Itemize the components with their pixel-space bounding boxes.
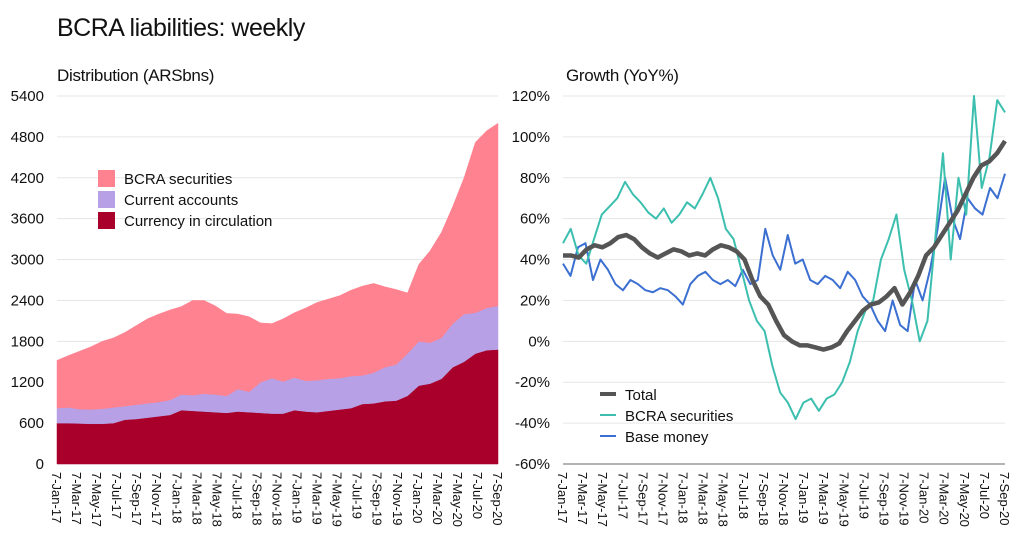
legend: Total BCRA securities Base money: [600, 387, 733, 446]
line-base-money: [562, 173, 1006, 333]
y-tick-label: 0%: [528, 333, 550, 350]
x-tick-label: 7-May-18: [209, 472, 224, 527]
y-tick-label: 80%: [520, 170, 550, 187]
y-tick-label: 0: [36, 456, 44, 473]
legend-label: Base money: [625, 429, 709, 446]
x-tick-label: 7-Sep-19: [876, 472, 891, 525]
y-tick-label: 3600: [11, 211, 44, 228]
x-tick-label: 7-May-17: [89, 472, 104, 527]
y-tick-label: -60%: [515, 456, 550, 473]
legend-label: Current accounts: [124, 192, 238, 209]
legend-swatch: [98, 212, 115, 229]
legend-label: Currency in circulation: [124, 213, 272, 230]
x-tick-label: 7-Jan-19: [796, 472, 811, 523]
x-tick-label: 7-Mar-20: [937, 472, 952, 525]
x-tick-label: 7-Mar-18: [696, 472, 711, 525]
x-tick-label: 7-Jul-17: [109, 472, 124, 519]
x-tick-label: 7-Jan-20: [917, 472, 932, 523]
y-tick-label: 1200: [11, 374, 44, 391]
area-bcra-securities: [56, 122, 499, 410]
x-tick-label: 7-Sep-19: [370, 472, 385, 525]
x-tick-label: 7-Sep-20: [490, 472, 505, 525]
legend-swatch: [98, 191, 115, 208]
x-tick-label: 7-Sep-18: [249, 472, 264, 525]
x-tick-label: 7-Jan-20: [410, 472, 425, 523]
x-tick-label: 7-May-20: [450, 472, 465, 527]
line-bcra-securities: [562, 95, 1006, 421]
growth-chart: -60% -40% -20% 0% 20% 40% 60% 80% 100% 120% 7-Jan-…: [512, 88, 1012, 527]
x-tick-label: 7-Nov-17: [655, 472, 670, 525]
y-tick-label: 4800: [11, 129, 44, 146]
y-tick-label: 60%: [520, 211, 550, 228]
x-tick-label: 7-Mar-20: [430, 472, 445, 525]
y-tick-label: 20%: [520, 292, 550, 309]
y-tick-label: 600: [19, 415, 44, 432]
y-tick-label: 120%: [512, 88, 550, 105]
legend-label: Total: [625, 387, 657, 404]
y-tick-label: 100%: [512, 129, 550, 146]
x-tick-label: 7-May-17: [595, 472, 610, 527]
x-tick-label: 7-Jul-19: [350, 472, 365, 519]
legend: BCRA securities Current accounts Currency …: [98, 170, 272, 230]
x-tick-label: 7-Nov-18: [270, 472, 285, 525]
x-tick-label: 7-Sep-18: [756, 472, 771, 525]
x-tick-label: 7-Jan-18: [676, 472, 691, 523]
legend-label: BCRA securities: [124, 171, 232, 188]
x-tick-label: 7-Nov-19: [897, 472, 912, 525]
y-tick-label: 4200: [11, 170, 44, 187]
x-tick-label: 7-Sep-17: [635, 472, 650, 525]
x-tick-label: 7-May-20: [957, 472, 972, 527]
y-tick-label: 3000: [11, 252, 44, 269]
x-tick-label: 7-Jul-20: [977, 472, 992, 519]
y-tick-label: 40%: [520, 252, 550, 269]
x-tick-label: 7-Jul-18: [229, 472, 244, 519]
x-tick-label: 7-May-19: [836, 472, 851, 527]
y-tick-label: 2400: [11, 292, 44, 309]
distribution-subtitle: Distribution (ARSbns): [57, 66, 215, 85]
legend-label: BCRA securities: [625, 408, 733, 425]
x-tick-label: 7-May-18: [716, 472, 731, 527]
x-tick-label: 7-Nov-18: [776, 472, 791, 525]
x-tick-label: 7-May-19: [330, 472, 345, 527]
x-tick-label: 7-Jan-17: [555, 472, 570, 523]
x-tick-label: 7-Jul-20: [470, 472, 485, 519]
distribution-chart: 0 600 1200 1800 2400 3000 3600 4200 4800 5400 7-Ja…: [11, 88, 505, 527]
x-tick-label: 7-Sep-20: [997, 472, 1012, 525]
line-total: [563, 139, 1007, 352]
x-tick-label: 7-Jul-17: [615, 472, 630, 519]
x-tick-label: 7-Jan-18: [169, 472, 184, 523]
x-tick-label: 7-Nov-19: [390, 472, 405, 525]
x-tick-label: 7-Nov-17: [149, 472, 164, 525]
growth-subtitle: Growth (YoY%): [566, 66, 679, 85]
x-tick-label: 7-Mar-17: [575, 472, 590, 525]
x-tick-label: 7-Jan-19: [290, 472, 305, 523]
x-tick-label: 7-Jan-17: [49, 472, 64, 523]
y-tick-label: -20%: [515, 374, 550, 391]
chart-title: BCRA liabilities: weekly: [57, 14, 305, 42]
x-tick-label: 7-Mar-19: [816, 472, 831, 525]
legend-swatch: [98, 170, 115, 187]
x-tick-label: 7-Mar-18: [189, 472, 204, 525]
y-tick-label: 5400: [11, 88, 44, 105]
y-tick-label: 1800: [11, 333, 44, 350]
x-tick-label: 7-Jul-18: [736, 472, 751, 519]
x-tick-label: 7-Sep-17: [129, 472, 144, 525]
y-tick-label: -40%: [515, 415, 550, 432]
x-tick-label: 7-Mar-19: [310, 472, 325, 525]
x-tick-label: 7-Jul-19: [856, 472, 871, 519]
x-tick-label: 7-Mar-17: [69, 472, 84, 525]
